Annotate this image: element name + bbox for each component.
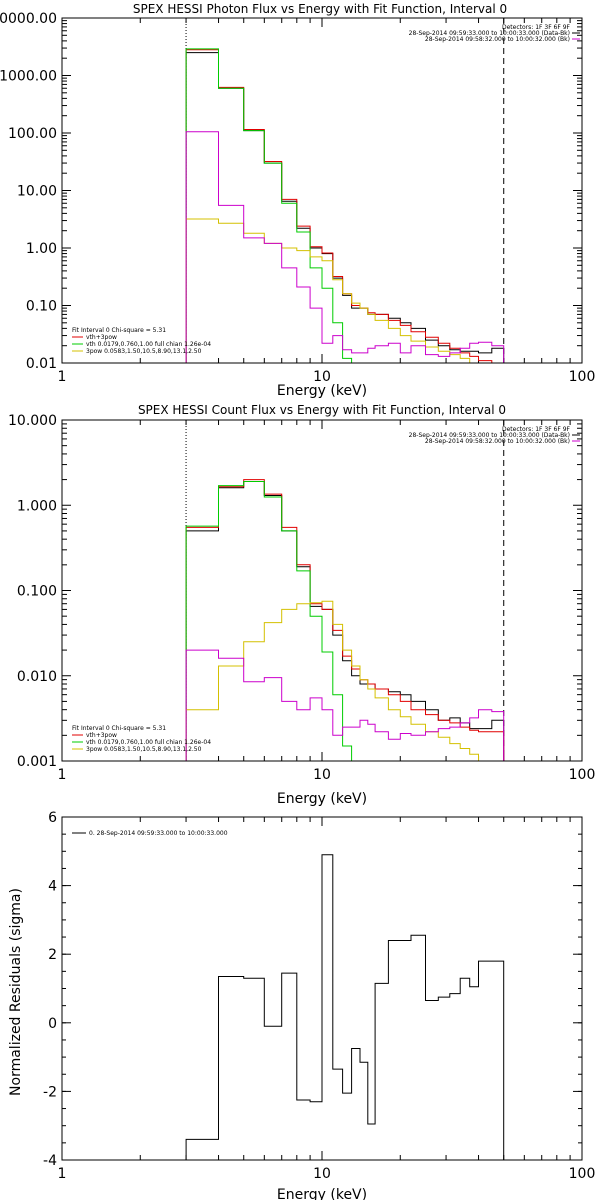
residuals-legend: 0. 28-Sep-2014 09:59:33.000 to 10:00:33.…	[72, 830, 228, 837]
photon-fit-range-markers	[185, 18, 505, 363]
count-y-tick-label: 0.001	[17, 754, 57, 770]
count-plot-frame	[61, 419, 583, 762]
count-x-axis-label: Energy (keV)	[277, 791, 367, 807]
photon-y-tick-label: 1000.00	[0, 69, 57, 85]
photon-info-line: 28-Sep-2014 09:59:33.000 to 10:00:33.000…	[409, 30, 570, 37]
residuals-y-tick-label: 6	[48, 810, 57, 826]
residuals-legend-entry: 0. 28-Sep-2014 09:59:33.000 to 10:00:33.…	[89, 830, 228, 837]
count-legend-entry: vth 0.0179,0.760,1.00 full chian 1.26e-0…	[86, 739, 211, 746]
count-fit-range-markers	[185, 420, 505, 761]
count-legend-entry: vth+3pow	[86, 732, 117, 739]
count-x-tick-label: 1	[58, 767, 67, 783]
count-series-vth	[185, 481, 505, 761]
photon-legend-entry: vth+3pow	[86, 334, 117, 341]
photon-axis-ticks: 1 10 100 0.01 0.10 1.00 10.00 100.00 1000.00 1000…	[0, 11, 595, 385]
count-series-background	[185, 649, 505, 761]
residuals-x-tick-label: 100	[569, 1166, 596, 1182]
photon-legend-entry: vth 0.0179,0.760,1.00 full chian 1.26e-0…	[86, 341, 211, 348]
photon-series-data	[185, 52, 505, 363]
residuals-x-tick-label: 10	[313, 1166, 331, 1182]
residuals-series-residuals	[185, 854, 505, 1160]
photon-x-tick-label: 100	[569, 369, 596, 385]
photon-y-tick-label: 0.10	[26, 299, 57, 315]
count-info-line: Detectors: 1F 3F 6F 9F	[502, 426, 571, 433]
count-series-group	[185, 479, 505, 761]
count-y-tick-label: 10.000	[8, 413, 57, 429]
photon-flux-panel: SPEX HESSI Photon Flux vs Energy with Fi…	[0, 2, 595, 399]
photon-series-background	[185, 131, 505, 363]
photon-series-vth	[185, 48, 505, 363]
photon-y-tick-label: 10.00	[17, 184, 57, 200]
count-series-vth+3pow	[185, 479, 505, 761]
residuals-series-group	[185, 854, 505, 1160]
photon-x-axis-label: Energy (keV)	[277, 383, 367, 399]
residuals-x-tick-label: 1	[58, 1166, 67, 1182]
photon-series-group	[185, 48, 505, 363]
residuals-y-tick-label: 4	[48, 879, 57, 895]
count-legend-entry: Fit Interval 0 Chi-square = 5.31	[72, 725, 166, 732]
photon-y-tick-label: 100.00	[8, 126, 57, 142]
photon-panel-title: SPEX HESSI Photon Flux vs Energy with Fi…	[133, 2, 507, 16]
count-axis-ticks: 1 10 100 0.001 0.010 0.100 1.000 10.000	[8, 413, 595, 783]
residuals-y-tick-label: -2	[43, 1084, 57, 1100]
count-info-line: 28-Sep-2014 09:58:32.000 to 10:00:32.000…	[425, 438, 570, 445]
count-legend: Fit Interval 0 Chi-square = 5.31vth+3pow…	[72, 725, 211, 753]
count-y-tick-label: 1.000	[17, 498, 57, 514]
residuals-y-axis-label: Normalized Residuals (sigma)	[8, 888, 24, 1096]
count-flux-panel: SPEX HESSI Count Flux vs Energy with Fit…	[8, 403, 595, 807]
residuals-y-tick-label: -4	[43, 1153, 57, 1169]
photon-info-line: Detectors: 1F 3F 6F 9F	[502, 24, 571, 31]
count-x-tick-label: 100	[569, 767, 596, 783]
residuals-y-tick-label: 0	[48, 1016, 57, 1032]
photon-x-tick-label: 1	[58, 369, 67, 385]
residuals-x-axis-label: Energy (keV)	[277, 1187, 367, 1200]
count-y-tick-label: 0.100	[17, 584, 57, 600]
photon-x-tick-label: 10	[313, 369, 331, 385]
photon-y-tick-label: 10000.00	[0, 11, 57, 27]
count-series-3pow	[185, 600, 505, 761]
photon-legend: Fit Interval 0 Chi-square = 5.31vth+3pow…	[72, 327, 211, 355]
residuals-y-tick-label: 2	[48, 947, 57, 963]
count-y-tick-label: 0.010	[17, 669, 57, 685]
photon-y-tick-label: 0.01	[26, 356, 57, 372]
photon-info-line: 28-Sep-2014 09:58:32.000 to 10:00:32.000…	[425, 36, 570, 43]
photon-plot-frame	[61, 17, 583, 364]
photon-series-vth+3pow	[185, 49, 504, 363]
photon-legend-entry: Fit Interval 0 Chi-square = 5.31	[72, 327, 166, 334]
residuals-plot-frame	[61, 816, 583, 1161]
photon-series-3pow	[185, 218, 505, 363]
count-x-tick-label: 10	[313, 767, 331, 783]
photon-y-tick-label: 1.00	[26, 241, 57, 257]
count-panel-title: SPEX HESSI Count Flux vs Energy with Fit…	[138, 403, 506, 417]
residuals-panel: Energy (keV) Normalized Residuals (sigma…	[8, 810, 595, 1200]
residuals-axis-ticks: 1 10 100 -4 -2 0 2 4 6	[43, 810, 595, 1182]
count-series-data	[185, 481, 505, 761]
count-info-line: 28-Sep-2014 09:59:33.000 to 10:00:33.000…	[409, 432, 570, 439]
photon-legend-entry: 3pow 0.0583,1.50,10.5,8.90,13.1,2.50	[86, 348, 202, 355]
count-legend-entry: 3pow 0.0583,1.50,10.5,8.90,13.1,2.50	[86, 746, 202, 753]
